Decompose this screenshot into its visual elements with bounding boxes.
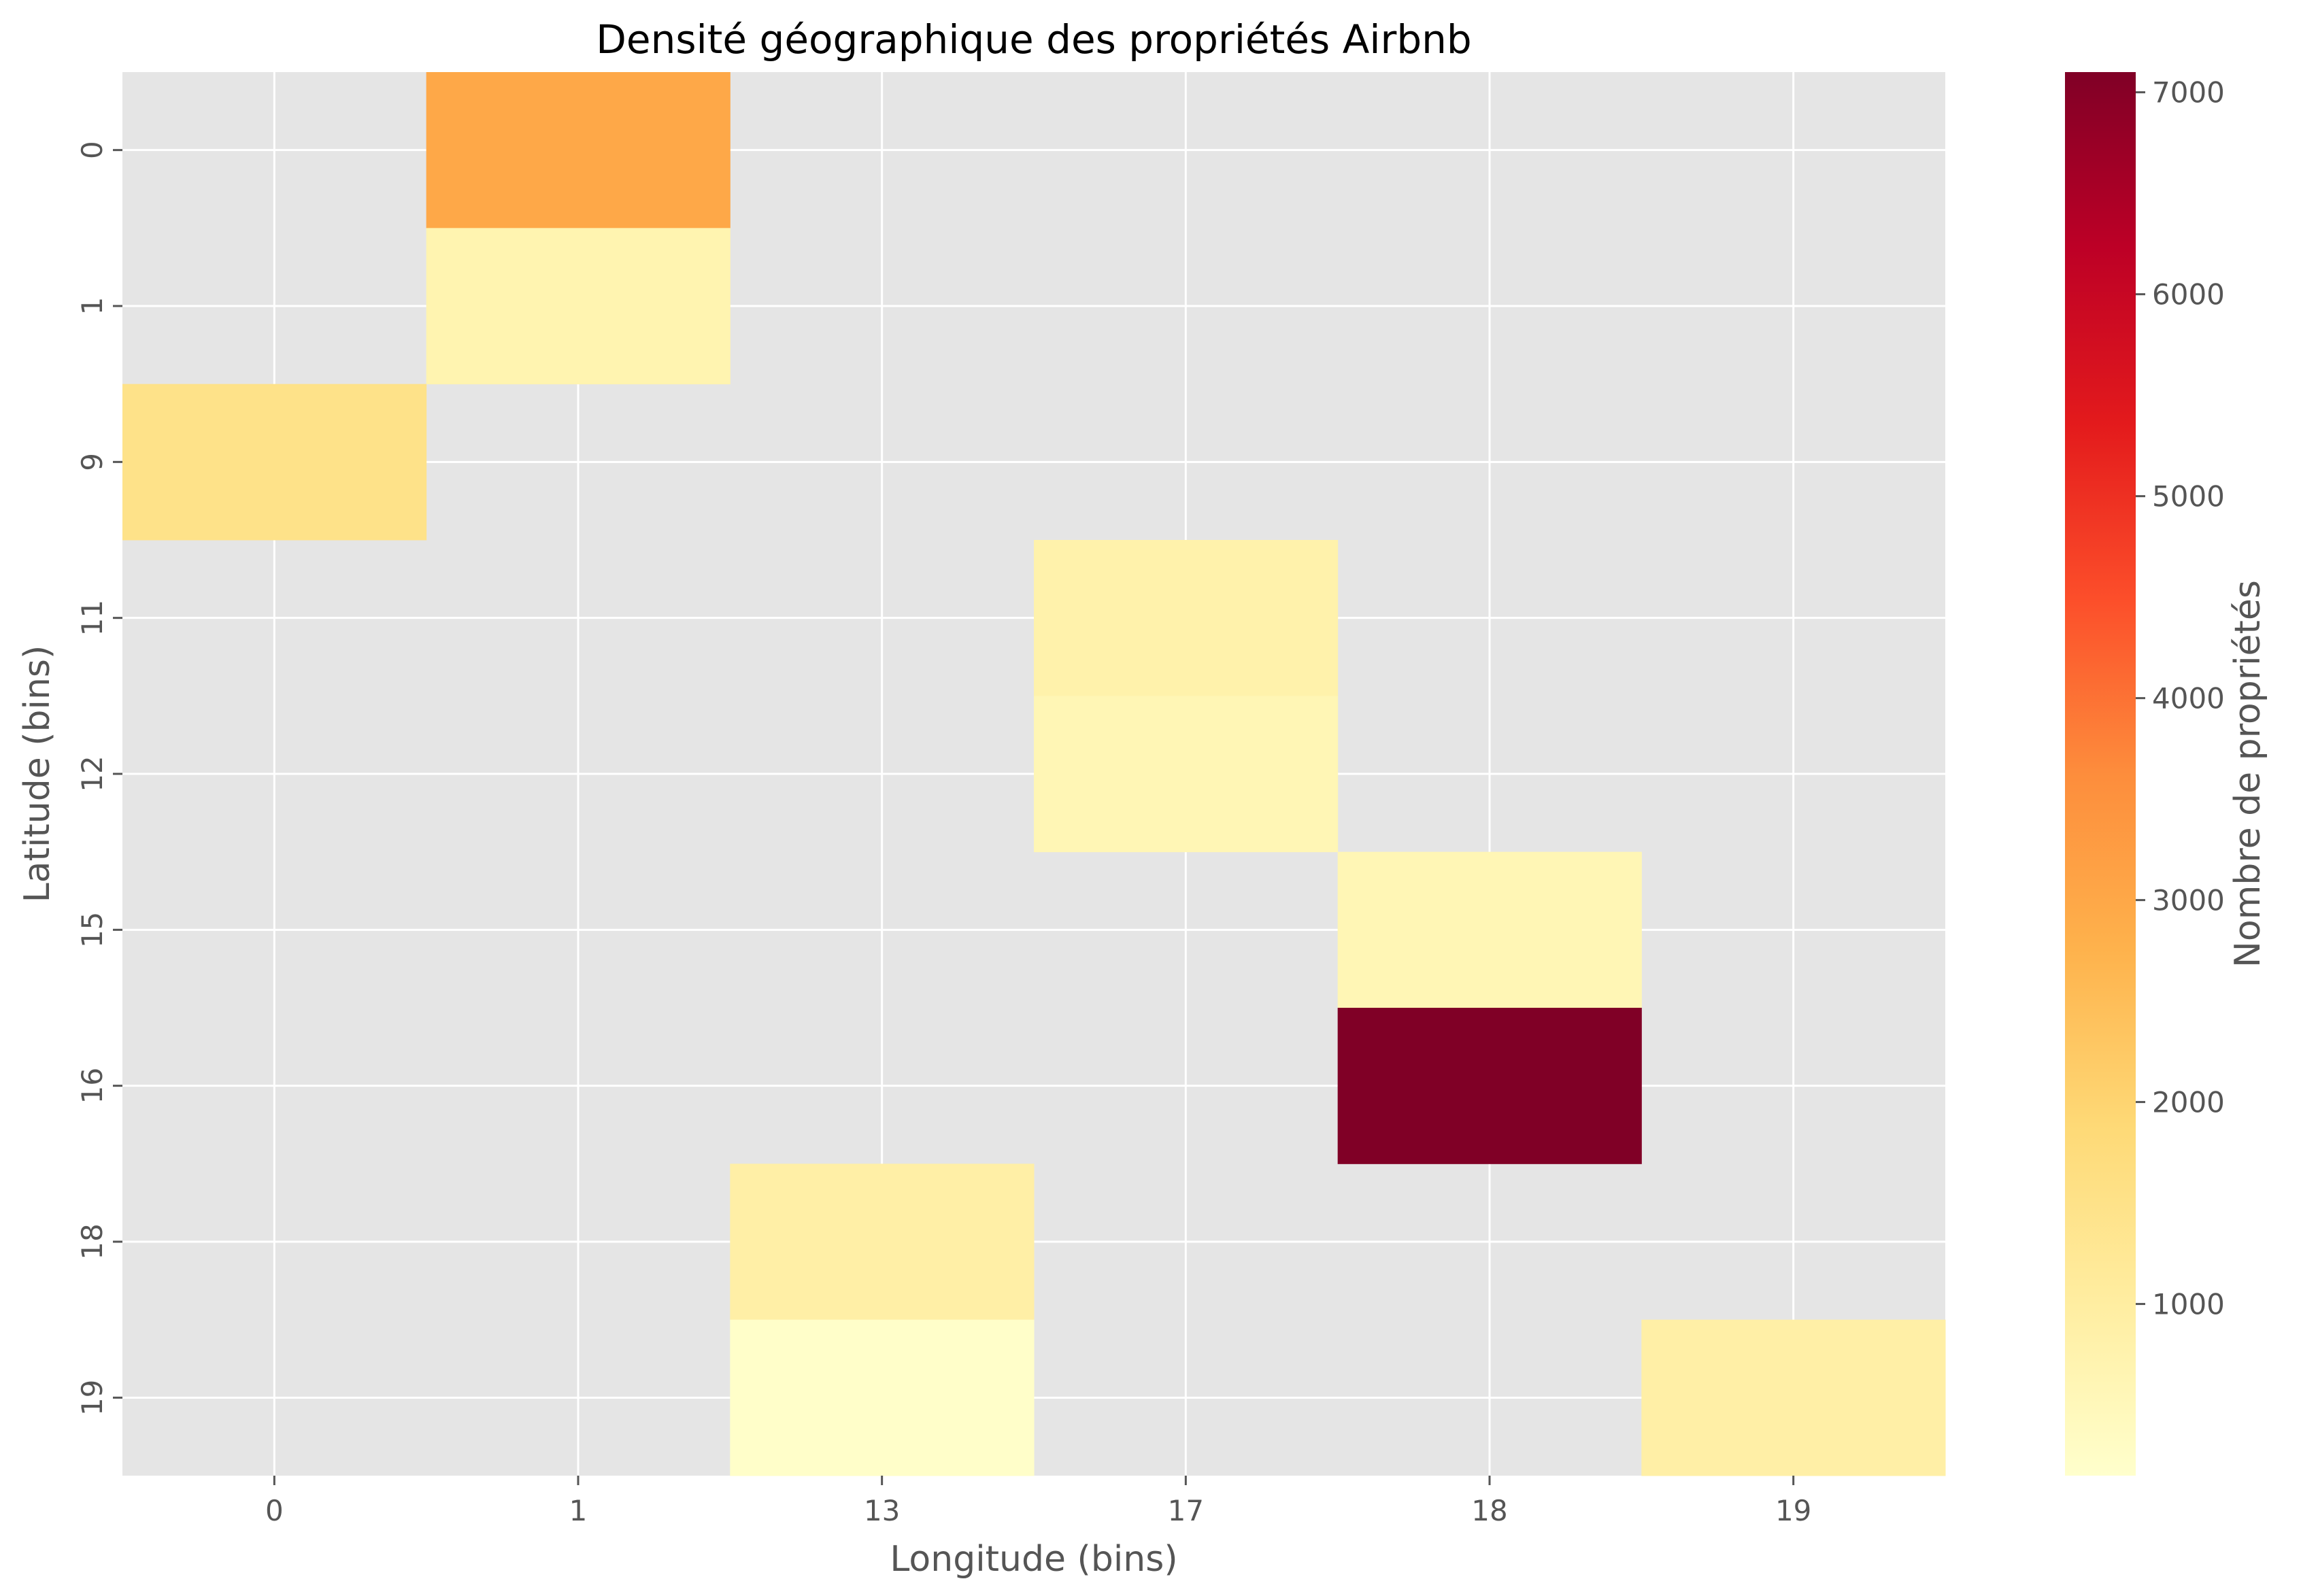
- colorbar-tick-label-1000: 1000: [2152, 1288, 2225, 1321]
- x-axis-label: Longitude (bins): [890, 1539, 1177, 1580]
- colorbar-tick-label-2000: 2000: [2152, 1086, 2225, 1119]
- x-tick-label-17: 17: [1168, 1494, 1204, 1527]
- y-tick-label-19: 19: [75, 1380, 109, 1416]
- heatmap-cell-lon0-lat9: [122, 384, 427, 541]
- heatmap-cell-lon1-lat0: [426, 72, 730, 228]
- heatmap-cell-lon17-lat12: [1034, 696, 1339, 853]
- y-tick-label-18: 18: [75, 1223, 109, 1259]
- colorbar-tick-label-4000: 4000: [2152, 682, 2225, 715]
- x-tick-label-13: 13: [864, 1494, 900, 1527]
- colorbar-tick-label-6000: 6000: [2152, 278, 2225, 311]
- heatmap-cell-lon19-lat19: [1641, 1319, 1946, 1476]
- y-tick-label-15: 15: [75, 912, 109, 948]
- heatmap-cell-lon18-lat16: [1337, 1008, 1642, 1164]
- heatmap-cell-lon13-lat18: [730, 1164, 1035, 1321]
- y-tick-label-1: 1: [75, 297, 109, 316]
- x-tick-label-19: 19: [1775, 1494, 1811, 1527]
- y-tick-label-16: 16: [75, 1068, 109, 1104]
- colorbar-label: Nombre de propriétés: [2228, 580, 2268, 968]
- colorbar-tick-label-5000: 5000: [2152, 480, 2225, 513]
- y-tick-label-9: 9: [75, 453, 109, 471]
- heatmap-cell-lon18-lat15: [1337, 851, 1642, 1008]
- x-tick-label-1: 1: [569, 1494, 588, 1527]
- heatmap-cell-lon17-lat11: [1034, 540, 1339, 696]
- heatmap-cell-lon13-lat19: [730, 1319, 1035, 1476]
- y-tick-label-11: 11: [75, 600, 109, 636]
- colorbar-tick-label-3000: 3000: [2152, 884, 2225, 917]
- x-axis-ticks: 0 1 13 17 18 19: [265, 1476, 1811, 1527]
- y-tick-label-0: 0: [75, 141, 109, 159]
- x-tick-label-0: 0: [265, 1494, 284, 1527]
- colorbar: [2065, 72, 2136, 1476]
- heatmap-cell-lon1-lat1: [426, 228, 730, 385]
- colorbar-ticks: 1000 2000 3000 4000 5000 6000 7000: [2136, 76, 2225, 1321]
- y-tick-label-12: 12: [75, 755, 109, 792]
- heatmap-cells: [122, 72, 1946, 1476]
- chart-title: Densité géographique des propriétés Airb…: [596, 16, 1471, 63]
- y-axis-label: Latitude (bins): [17, 645, 58, 903]
- colorbar-tick-label-7000: 7000: [2152, 76, 2225, 109]
- x-tick-label-18: 18: [1471, 1494, 1507, 1527]
